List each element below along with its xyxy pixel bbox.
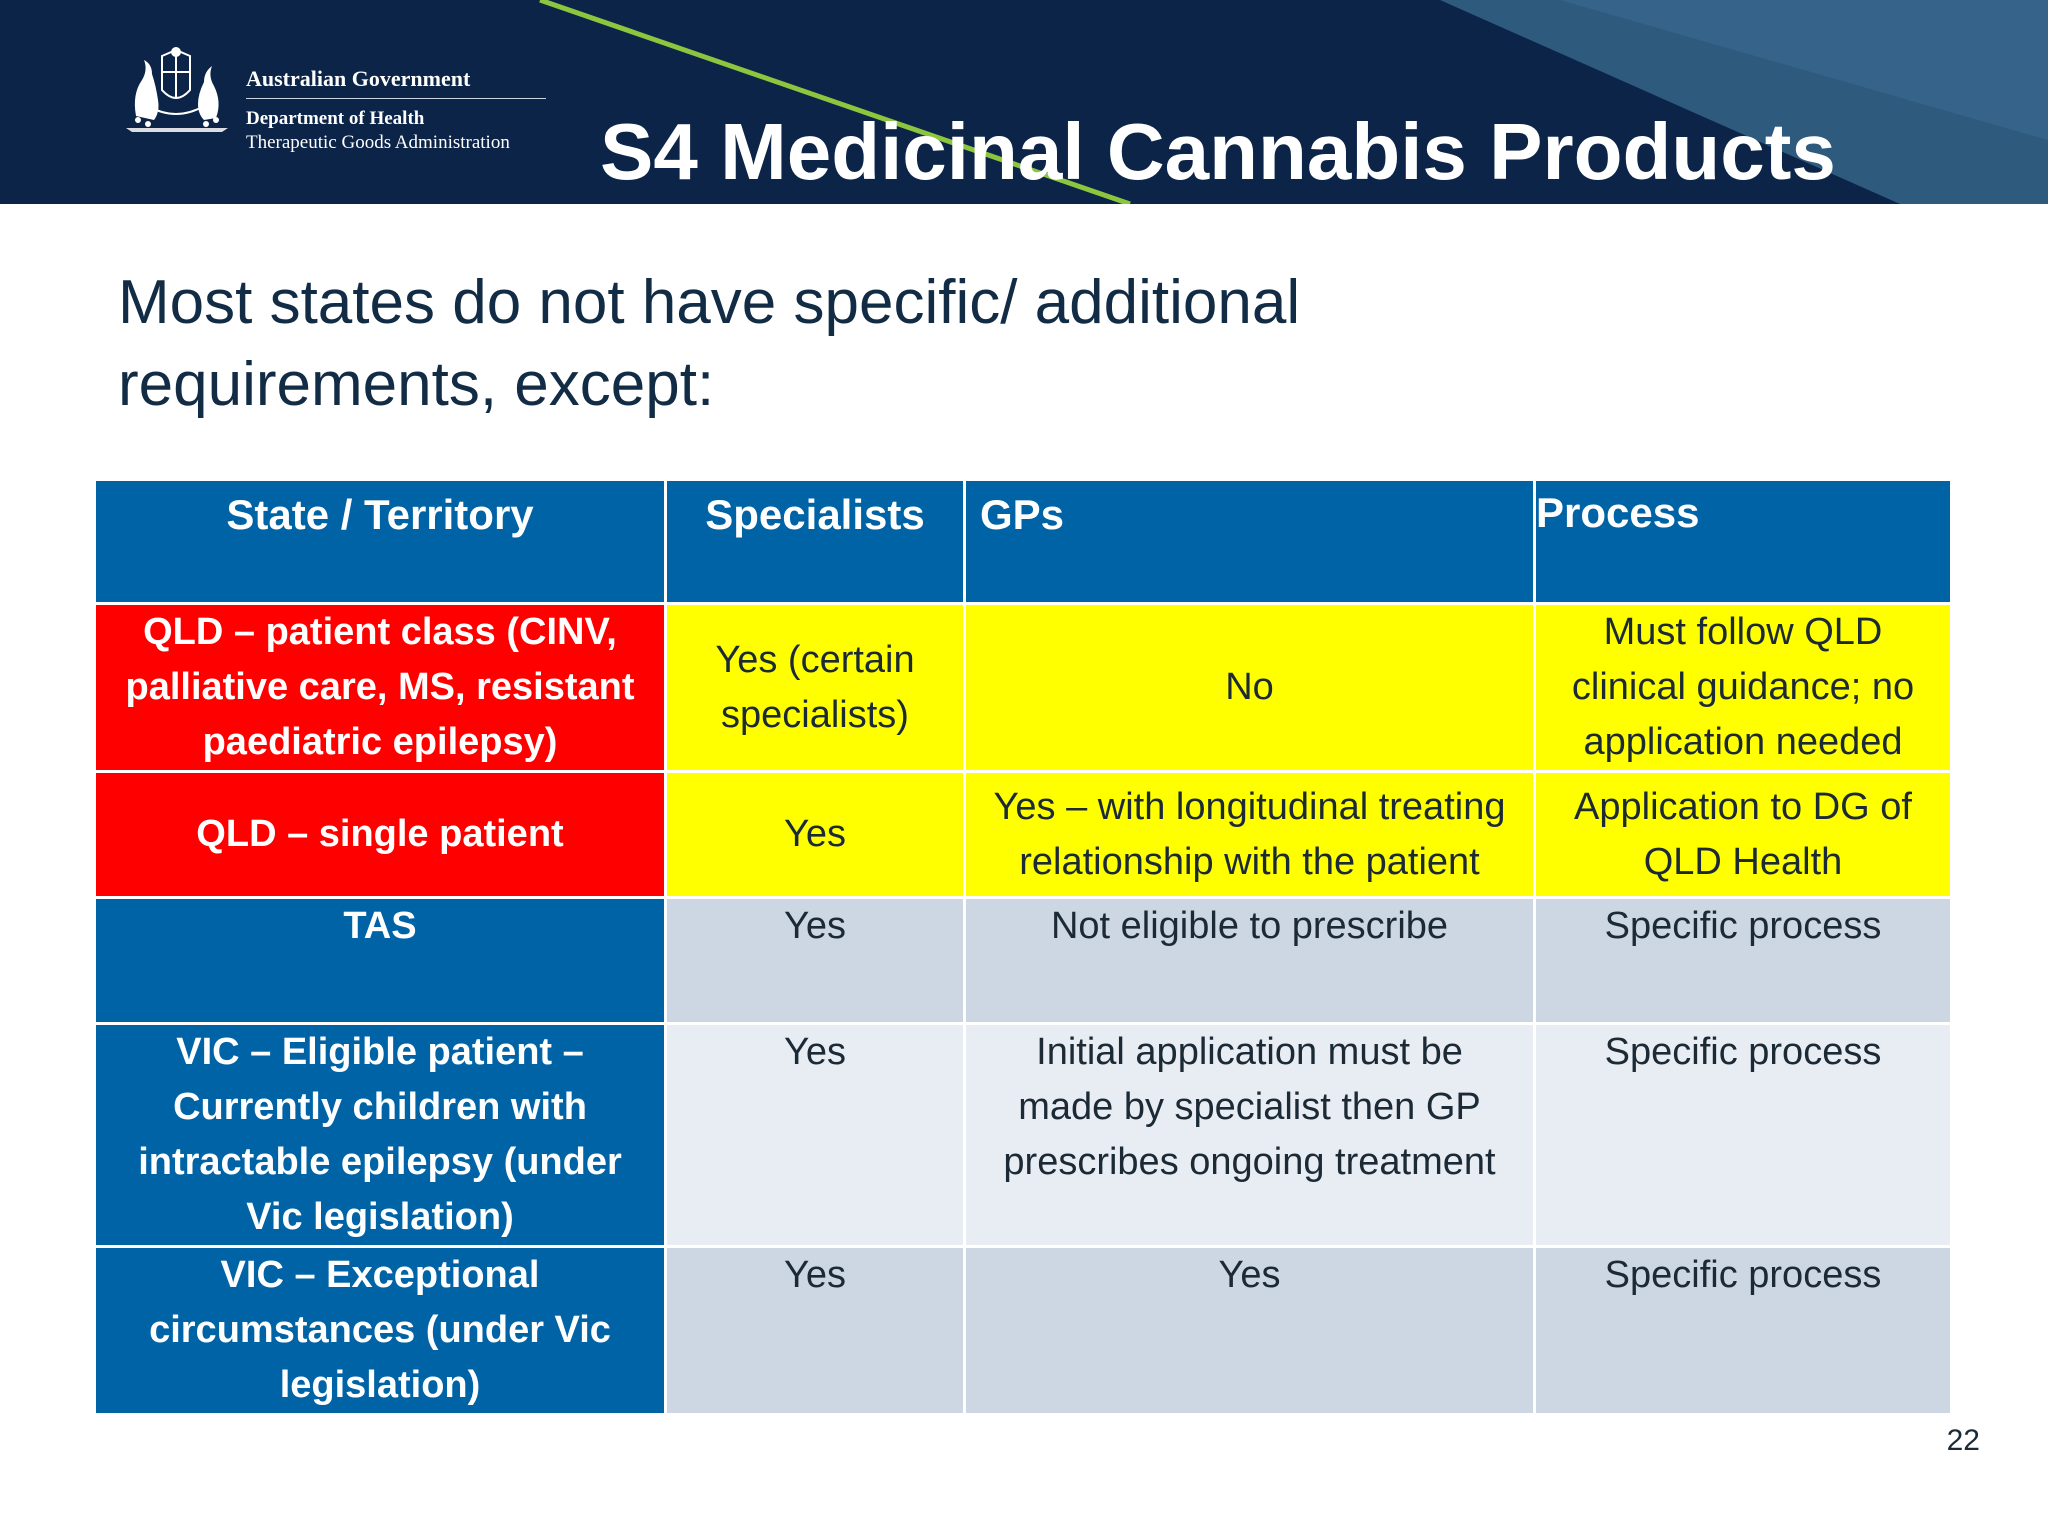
cell-process: Must follow QLD clinical guidance; no ap… <box>1533 602 1953 773</box>
cell-line: relationship with the patient <box>1019 840 1480 883</box>
cell-line: Yes <box>784 1031 846 1073</box>
cell-line: circumstances (under Vic <box>149 1309 611 1351</box>
cell-line: specialists) <box>721 693 909 736</box>
header-specialists: Specialists <box>664 478 966 605</box>
agency-name: Therapeutic Goods Administration <box>246 132 510 153</box>
cell-gps: Initial application must be made by spec… <box>963 1022 1536 1248</box>
cell-state: TAS <box>93 896 667 1025</box>
cell-line: application needed <box>1583 721 1903 763</box>
cell-line: TAS <box>343 905 417 947</box>
cell-line: made by specialist then GP <box>1018 1086 1481 1128</box>
header-state: State / Territory <box>93 478 667 605</box>
cell-process: Specific process <box>1533 1022 1953 1248</box>
cell-line: Application to DG of <box>1574 785 1912 828</box>
cell-line: Specific process <box>1604 905 1882 947</box>
subtitle-line-1: Most states do not have specific/ additi… <box>118 268 1301 337</box>
table-row: VIC – Eligible patient – Currently child… <box>93 1022 1953 1248</box>
cell-line: QLD – single patient <box>196 813 564 855</box>
cell-specialists: Yes (certain specialists) <box>664 602 966 773</box>
cell-line: Vic legislation) <box>246 1196 514 1238</box>
cell-line: Currently children with <box>173 1086 587 1128</box>
cell-line: Initial application must be <box>1036 1031 1463 1073</box>
cell-state: VIC – Eligible patient – Currently child… <box>93 1022 667 1248</box>
slide-title: S4 Medicinal Cannabis Products <box>600 107 1836 196</box>
gov-name: Australian Government <box>246 66 471 91</box>
cell-specialists: Yes <box>664 1022 966 1248</box>
government-text: Australian Government Department of Heal… <box>246 66 666 155</box>
cell-line: Specific process <box>1604 1031 1882 1073</box>
cell-line: QLD Health <box>1643 840 1843 883</box>
logo-divider <box>246 98 546 99</box>
cell-line: Specific process <box>1604 1254 1882 1296</box>
cell-line: Yes <box>784 1254 846 1296</box>
cell-state: QLD – patient class (CINV, palliative ca… <box>93 602 667 773</box>
department-name: Department of Health <box>246 108 425 129</box>
header-gps: GPs <box>963 478 1536 605</box>
cell-line: paediatric epilepsy) <box>202 721 558 763</box>
cell-specialists: Yes <box>664 1245 966 1416</box>
header-process: Process <box>1533 478 1953 605</box>
cell-specialists: Yes <box>664 896 966 1025</box>
cell-process: Application to DG of QLD Health <box>1533 770 1953 899</box>
cell-process: Specific process <box>1533 1245 1953 1416</box>
cell-line: VIC – Eligible patient – <box>176 1031 584 1073</box>
cell-line: Yes – with longitudinal treating <box>993 785 1506 828</box>
header-decoration <box>539 0 2048 204</box>
cell-line: clinical guidance; no <box>1571 666 1915 708</box>
cell-line: Yes <box>1218 1254 1281 1296</box>
cell-line: palliative care, MS, resistant <box>125 666 635 708</box>
cell-line: Yes <box>784 905 846 947</box>
government-logo: Australian Government Department of Heal… <box>118 46 558 166</box>
table-header-row: State / Territory Specialists GPs Proces… <box>93 478 1953 605</box>
header-accent-panel-light <box>1560 0 2048 140</box>
cell-line: Yes <box>784 813 846 855</box>
cell-gps: Not eligible to prescribe <box>963 896 1536 1025</box>
cell-line: Must follow QLD <box>1603 611 1883 653</box>
cell-line: prescribes ongoing treatment <box>1003 1141 1496 1183</box>
cell-process: Specific process <box>1533 896 1953 1025</box>
cell-line: VIC – Exceptional <box>220 1254 540 1296</box>
cell-gps: Yes – with longitudinal treating relatio… <box>963 770 1536 899</box>
cell-line: intractable epilepsy (under <box>138 1141 622 1183</box>
coat-of-arms-icon <box>126 47 228 132</box>
page-number: 22 <box>1946 1424 1980 1457</box>
cell-line: QLD – patient class (CINV, <box>143 611 617 653</box>
table-row: VIC – Exceptional circumstances (under V… <box>93 1245 1953 1416</box>
cell-state: QLD – single patient <box>93 770 667 899</box>
table-row: QLD – single patient Yes Yes – with long… <box>93 770 1953 899</box>
cell-line: No <box>1225 666 1274 708</box>
cell-gps: Yes <box>963 1245 1536 1416</box>
requirements-table: State / Territory Specialists GPs Proces… <box>93 478 1953 1416</box>
cell-state: VIC – Exceptional circumstances (under V… <box>93 1245 667 1416</box>
header-accent-stripe <box>539 0 1131 204</box>
cell-line: legislation) <box>279 1364 481 1406</box>
cell-line: Not eligible to prescribe <box>1050 905 1449 947</box>
slide-subtitle: Most states do not have specific/ additi… <box>118 262 1518 426</box>
cell-specialists: Yes <box>664 770 966 899</box>
table-row: QLD – patient class (CINV, palliative ca… <box>93 602 1953 773</box>
subtitle-line-2: requirements, except: <box>118 350 715 419</box>
header-banner: Australian Government Department of Heal… <box>0 0 2048 204</box>
cell-gps: No <box>963 602 1536 773</box>
table-row: TAS Yes Not eligible to prescribe Specif… <box>93 896 1953 1025</box>
cell-line: Yes (certain <box>715 638 915 681</box>
